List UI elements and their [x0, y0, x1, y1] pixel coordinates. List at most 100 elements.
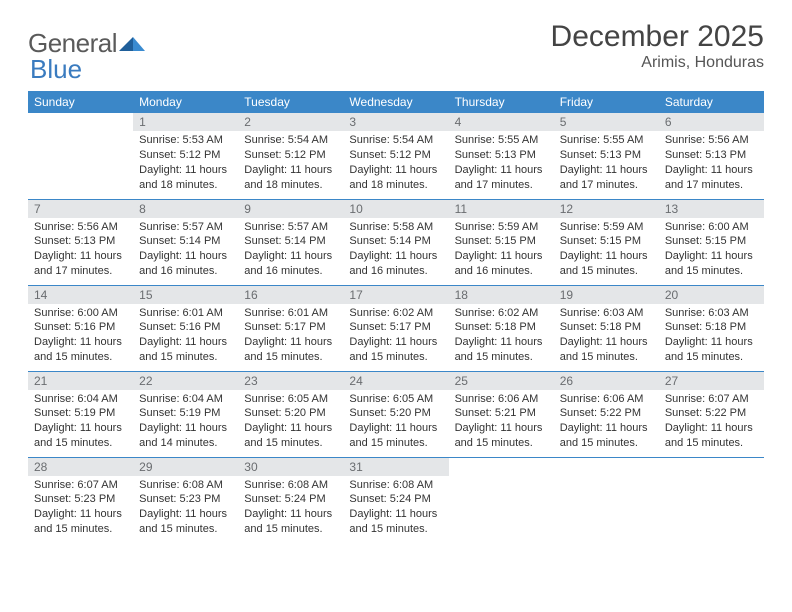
sunrise-line: Sunrise: 5:56 AM [34, 220, 127, 235]
sunset-line: Sunset: 5:17 PM [349, 320, 442, 335]
sunrise-line: Sunrise: 5:55 AM [455, 133, 548, 148]
calendar-cell: 8Sunrise: 5:57 AMSunset: 5:14 PMDaylight… [133, 199, 238, 285]
sunrise-line: Sunrise: 6:07 AM [34, 478, 127, 493]
daylight-line-1: Daylight: 11 hours [560, 163, 653, 178]
sunrise-line: Sunrise: 6:00 AM [34, 306, 127, 321]
calendar-cell: 16Sunrise: 6:01 AMSunset: 5:17 PMDayligh… [238, 285, 343, 371]
day-number: 28 [28, 458, 133, 476]
calendar-cell: 27Sunrise: 6:07 AMSunset: 5:22 PMDayligh… [659, 371, 764, 457]
daylight-line-1: Daylight: 11 hours [244, 249, 337, 264]
daylight-line-2: and 14 minutes. [139, 436, 232, 451]
day-number: 4 [449, 113, 554, 131]
daylight-line-1: Daylight: 11 hours [349, 249, 442, 264]
weekday-saturday: Saturday [659, 91, 764, 113]
daylight-line-1: Daylight: 11 hours [34, 335, 127, 350]
daylight-line-2: and 18 minutes. [139, 178, 232, 193]
day-details: Sunrise: 6:06 AMSunset: 5:21 PMDaylight:… [449, 390, 554, 455]
day-number: 8 [133, 200, 238, 218]
daylight-line-2: and 15 minutes. [139, 350, 232, 365]
day-number: 12 [554, 200, 659, 218]
daylight-line-1: Daylight: 11 hours [455, 249, 548, 264]
sunset-line: Sunset: 5:18 PM [455, 320, 548, 335]
calendar-cell: 31Sunrise: 6:08 AMSunset: 5:24 PMDayligh… [343, 457, 448, 543]
weekday-sunday: Sunday [28, 91, 133, 113]
sunrise-line: Sunrise: 5:57 AM [244, 220, 337, 235]
daylight-line-1: Daylight: 11 hours [349, 507, 442, 522]
calendar-cell: 25Sunrise: 6:06 AMSunset: 5:21 PMDayligh… [449, 371, 554, 457]
calendar-cell: 17Sunrise: 6:02 AMSunset: 5:17 PMDayligh… [343, 285, 448, 371]
sunrise-line: Sunrise: 6:02 AM [349, 306, 442, 321]
sunset-line: Sunset: 5:15 PM [665, 234, 758, 249]
sunset-line: Sunset: 5:19 PM [34, 406, 127, 421]
sunset-line: Sunset: 5:24 PM [349, 492, 442, 507]
daylight-line-1: Daylight: 11 hours [349, 421, 442, 436]
sunrise-line: Sunrise: 6:08 AM [139, 478, 232, 493]
calendar-cell: 18Sunrise: 6:02 AMSunset: 5:18 PMDayligh… [449, 285, 554, 371]
sunrise-line: Sunrise: 6:01 AM [139, 306, 232, 321]
daylight-line-2: and 15 minutes. [34, 350, 127, 365]
day-details: Sunrise: 5:54 AMSunset: 5:12 PMDaylight:… [238, 131, 343, 196]
calendar-cell: 1Sunrise: 5:53 AMSunset: 5:12 PMDaylight… [133, 113, 238, 199]
day-number: 10 [343, 200, 448, 218]
calendar-cell: 2Sunrise: 5:54 AMSunset: 5:12 PMDaylight… [238, 113, 343, 199]
sunset-line: Sunset: 5:18 PM [665, 320, 758, 335]
day-details: Sunrise: 5:56 AMSunset: 5:13 PMDaylight:… [28, 218, 133, 283]
sunset-line: Sunset: 5:22 PM [665, 406, 758, 421]
sunset-line: Sunset: 5:15 PM [560, 234, 653, 249]
day-details: Sunrise: 6:08 AMSunset: 5:24 PMDaylight:… [343, 476, 448, 541]
sunrise-line: Sunrise: 6:03 AM [560, 306, 653, 321]
day-details: Sunrise: 5:55 AMSunset: 5:13 PMDaylight:… [449, 131, 554, 196]
sunset-line: Sunset: 5:18 PM [560, 320, 653, 335]
daylight-line-1: Daylight: 11 hours [34, 507, 127, 522]
sunrise-line: Sunrise: 6:02 AM [455, 306, 548, 321]
sunrise-line: Sunrise: 6:06 AM [455, 392, 548, 407]
sunrise-line: Sunrise: 6:08 AM [349, 478, 442, 493]
day-number: 22 [133, 372, 238, 390]
daylight-line-1: Daylight: 11 hours [139, 249, 232, 264]
sunset-line: Sunset: 5:12 PM [244, 148, 337, 163]
day-number: 15 [133, 286, 238, 304]
daylight-line-1: Daylight: 11 hours [349, 163, 442, 178]
sunset-line: Sunset: 5:22 PM [560, 406, 653, 421]
sunrise-line: Sunrise: 5:56 AM [665, 133, 758, 148]
sunrise-line: Sunrise: 6:00 AM [665, 220, 758, 235]
daylight-line-1: Daylight: 11 hours [665, 163, 758, 178]
day-details: Sunrise: 6:00 AMSunset: 5:16 PMDaylight:… [28, 304, 133, 369]
weekday-monday: Monday [133, 91, 238, 113]
daylight-line-2: and 15 minutes. [665, 436, 758, 451]
day-number: 14 [28, 286, 133, 304]
day-number: 31 [343, 458, 448, 476]
calendar-week-row: 1Sunrise: 5:53 AMSunset: 5:12 PMDaylight… [28, 113, 764, 199]
sunrise-line: Sunrise: 5:58 AM [349, 220, 442, 235]
daylight-line-2: and 16 minutes. [139, 264, 232, 279]
daylight-line-1: Daylight: 11 hours [34, 421, 127, 436]
daylight-line-2: and 16 minutes. [455, 264, 548, 279]
daylight-line-2: and 16 minutes. [349, 264, 442, 279]
day-details: Sunrise: 5:54 AMSunset: 5:12 PMDaylight:… [343, 131, 448, 196]
daylight-line-2: and 15 minutes. [244, 436, 337, 451]
calendar-cell: 11Sunrise: 5:59 AMSunset: 5:15 PMDayligh… [449, 199, 554, 285]
day-number: 21 [28, 372, 133, 390]
daylight-line-2: and 15 minutes. [139, 522, 232, 537]
day-details: Sunrise: 6:08 AMSunset: 5:23 PMDaylight:… [133, 476, 238, 541]
day-number: 25 [449, 372, 554, 390]
daylight-line-1: Daylight: 11 hours [665, 421, 758, 436]
daylight-line-2: and 15 minutes. [455, 436, 548, 451]
daylight-line-1: Daylight: 11 hours [455, 421, 548, 436]
daylight-line-2: and 15 minutes. [560, 264, 653, 279]
day-details: Sunrise: 6:03 AMSunset: 5:18 PMDaylight:… [659, 304, 764, 369]
sunrise-line: Sunrise: 6:03 AM [665, 306, 758, 321]
daylight-line-1: Daylight: 11 hours [560, 249, 653, 264]
day-number: 3 [343, 113, 448, 131]
daylight-line-1: Daylight: 11 hours [455, 335, 548, 350]
sunset-line: Sunset: 5:23 PM [139, 492, 232, 507]
sunset-line: Sunset: 5:12 PM [349, 148, 442, 163]
daylight-line-1: Daylight: 11 hours [244, 507, 337, 522]
sunrise-line: Sunrise: 6:05 AM [349, 392, 442, 407]
day-details: Sunrise: 6:04 AMSunset: 5:19 PMDaylight:… [28, 390, 133, 455]
day-details: Sunrise: 6:02 AMSunset: 5:18 PMDaylight:… [449, 304, 554, 369]
sunrise-line: Sunrise: 5:53 AM [139, 133, 232, 148]
daylight-line-1: Daylight: 11 hours [560, 335, 653, 350]
daylight-line-2: and 15 minutes. [349, 350, 442, 365]
day-details: Sunrise: 6:04 AMSunset: 5:19 PMDaylight:… [133, 390, 238, 455]
